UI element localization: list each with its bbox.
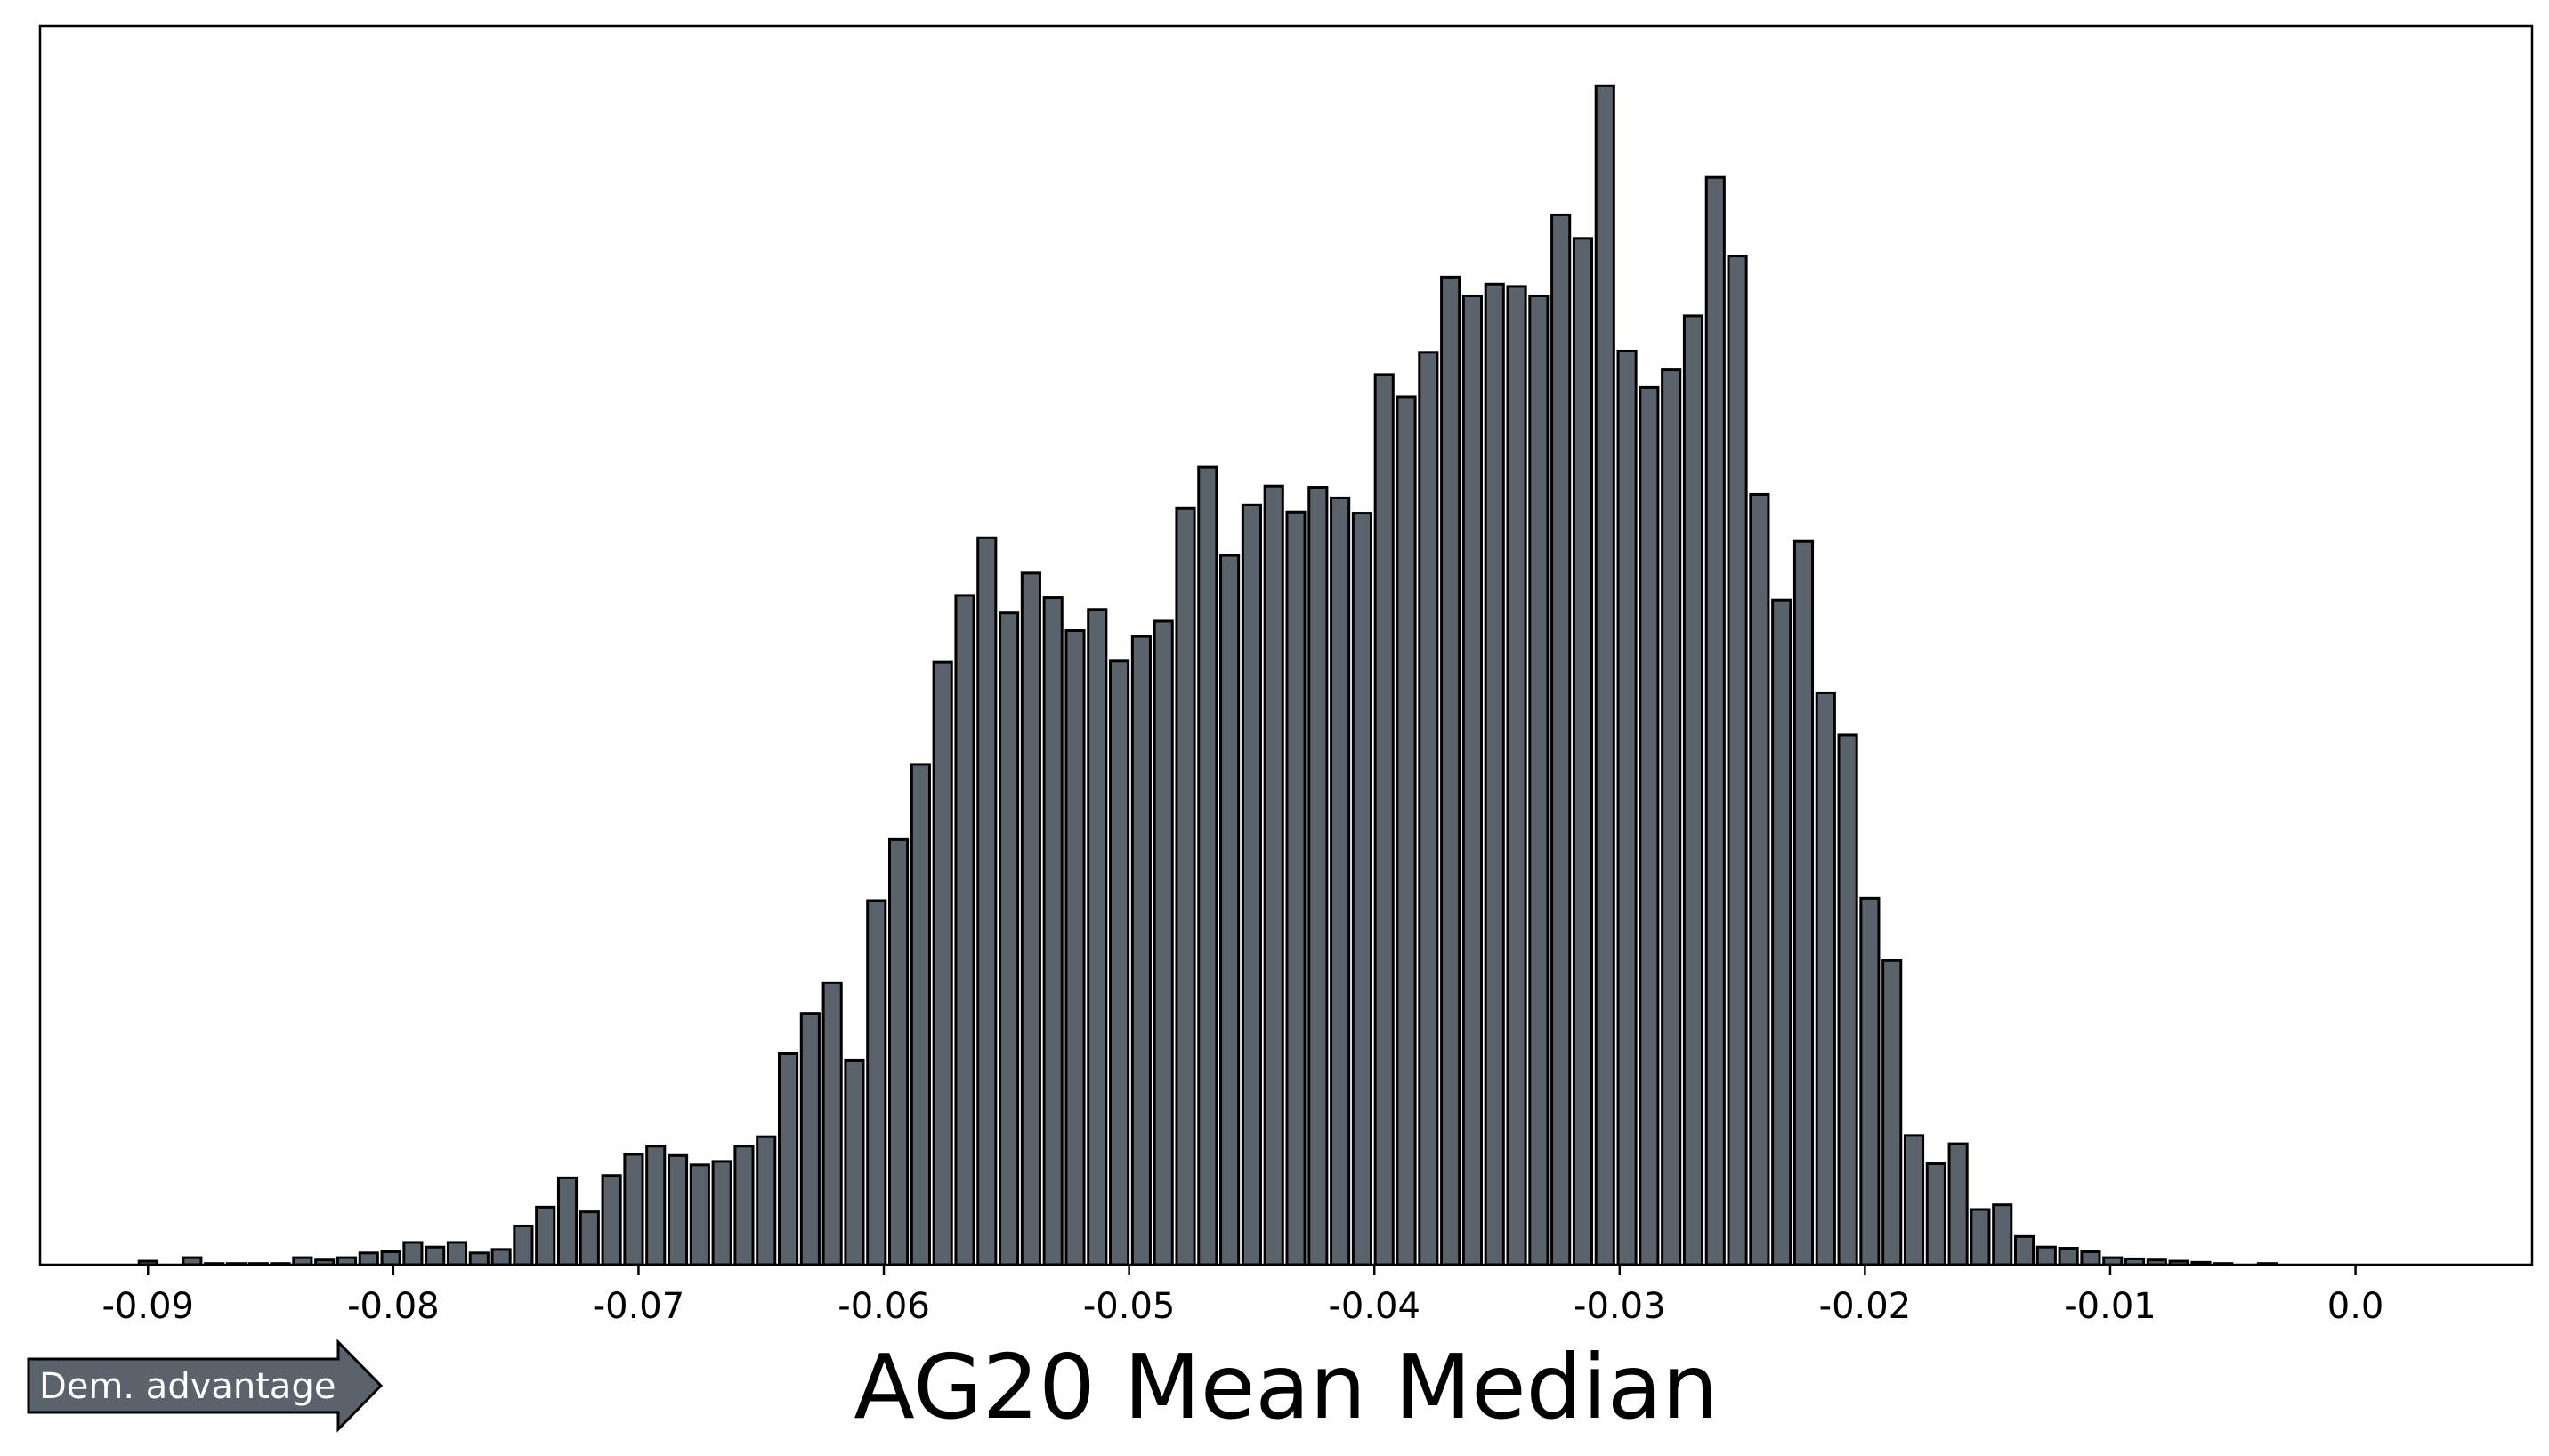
x-tick-label: -0.07: [593, 1286, 685, 1327]
histogram-bar: [1396, 395, 1417, 1266]
histogram-bar: [866, 899, 887, 1266]
x-tick-label: -0.05: [1083, 1286, 1176, 1327]
histogram-bar: [1639, 385, 1660, 1266]
x-tick-label: -0.03: [1574, 1286, 1666, 1327]
histogram-bar: [1594, 84, 1615, 1266]
histogram-bar: [733, 1145, 755, 1266]
histogram-bar: [446, 1241, 468, 1266]
histogram-bar: [556, 1176, 579, 1266]
histogram-bar: [2035, 1245, 2057, 1266]
histogram-bar: [1418, 351, 1439, 1266]
dem-advantage-label: Dem. advantage: [39, 1366, 336, 1407]
histogram-bar: [1153, 619, 1174, 1266]
histogram-bar: [1572, 237, 1594, 1266]
histogram-bar: [645, 1145, 667, 1266]
histogram-bar: [954, 594, 975, 1266]
histogram-bar: [1373, 373, 1395, 1266]
histogram-bar: [490, 1248, 512, 1266]
histogram-bar: [999, 611, 1020, 1266]
histogram-bar: [667, 1153, 689, 1266]
histogram-bar: [1020, 571, 1041, 1266]
histogram-bar: [1903, 1134, 1925, 1266]
histogram-bar: [1109, 659, 1130, 1266]
histogram-bar: [1947, 1142, 1969, 1266]
histogram-bar: [1859, 896, 1881, 1266]
histogram-bar: [1792, 539, 1815, 1266]
histogram-bar: [777, 1052, 799, 1266]
histogram-bar: [535, 1205, 556, 1266]
histogram-bar: [1484, 282, 1505, 1266]
histogram-bar: [756, 1135, 777, 1266]
histogram-bar: [1682, 314, 1704, 1266]
histogram-bar: [976, 536, 998, 1266]
histogram-bar: [1285, 510, 1307, 1266]
histogram-bar: [932, 660, 953, 1266]
histogram-bar: [1307, 486, 1329, 1266]
histogram-bar: [1461, 294, 1484, 1266]
histogram-bar: [711, 1160, 732, 1266]
histogram-bar: [1197, 465, 1218, 1266]
histogram-bar: [2013, 1234, 2035, 1266]
histogram-bar: [402, 1241, 424, 1266]
histogram-bar: [1440, 275, 1461, 1266]
arrow-icon: [27, 1339, 384, 1433]
x-tick-label: -0.01: [2064, 1286, 2157, 1327]
x-tick-label: -0.02: [1819, 1286, 1912, 1327]
plot-area-frame: [38, 24, 2534, 1266]
histogram-bar: [844, 1058, 865, 1266]
dem-advantage-arrow: Dem. advantage: [27, 1339, 384, 1433]
histogram-bar: [799, 1012, 821, 1266]
histogram-bar: [601, 1174, 622, 1266]
histogram-bar: [821, 981, 843, 1266]
histogram-bar: [579, 1210, 600, 1266]
histogram-bar: [623, 1153, 644, 1266]
x-tick-label: -0.06: [838, 1286, 930, 1327]
bars-group: [137, 84, 2278, 1266]
histogram-bar: [1837, 733, 1858, 1266]
histogram-bar: [1815, 691, 1836, 1266]
histogram-bar: [1550, 213, 1572, 1266]
histogram-bar: [380, 1250, 401, 1266]
histogram-bar: [1330, 496, 1351, 1266]
histogram-bar: [1042, 596, 1064, 1266]
histogram-bar: [1970, 1208, 1991, 1266]
histogram-bar: [425, 1245, 446, 1266]
x-axis-ticks: -0.09 -0.08 -0.07 -0.06 -0.05 -0.04 -0.03 -0.02…: [102, 1265, 2384, 1327]
x-axis-title: AG20 Mean Median: [854, 1335, 1718, 1439]
histogram-bar: [1351, 512, 1372, 1266]
histogram-bar: [689, 1163, 710, 1266]
histogram-bar: [2058, 1247, 2079, 1266]
histogram-bar: [1175, 506, 1196, 1266]
histogram-bar: [358, 1251, 379, 1266]
x-tick-label: -0.04: [1328, 1286, 1420, 1327]
histogram-bar: [1263, 484, 1284, 1266]
x-tick-label: 0.0: [2327, 1286, 2384, 1327]
histogram-bar: [910, 763, 931, 1266]
histogram-bar: [2080, 1250, 2101, 1266]
histogram-bar: [1704, 175, 1726, 1266]
histogram-bar: [1881, 959, 1903, 1266]
histogram-bar: [1528, 294, 1550, 1266]
histogram-bar: [1992, 1203, 2013, 1266]
histogram-bar: [1661, 368, 1682, 1266]
histogram-bar: [1727, 255, 1748, 1266]
histogram-bar: [1616, 349, 1638, 1266]
histogram-bar: [1925, 1162, 1946, 1266]
histogram-bar: [1506, 285, 1527, 1266]
histogram-bar: [468, 1251, 490, 1266]
histogram-bar: [1064, 629, 1086, 1266]
x-tick-label: -0.09: [102, 1286, 195, 1327]
histogram-bar: [513, 1224, 534, 1266]
histogram-bar: [1130, 635, 1152, 1266]
histogram-bar: [1241, 503, 1262, 1266]
x-tick-label: -0.08: [347, 1286, 440, 1327]
histogram-bar: [1749, 492, 1770, 1266]
histogram-bar: [888, 837, 910, 1266]
histogram-bar: [1771, 598, 1792, 1266]
histogram-bar: [1219, 554, 1241, 1266]
histogram-bar: [1087, 608, 1108, 1266]
